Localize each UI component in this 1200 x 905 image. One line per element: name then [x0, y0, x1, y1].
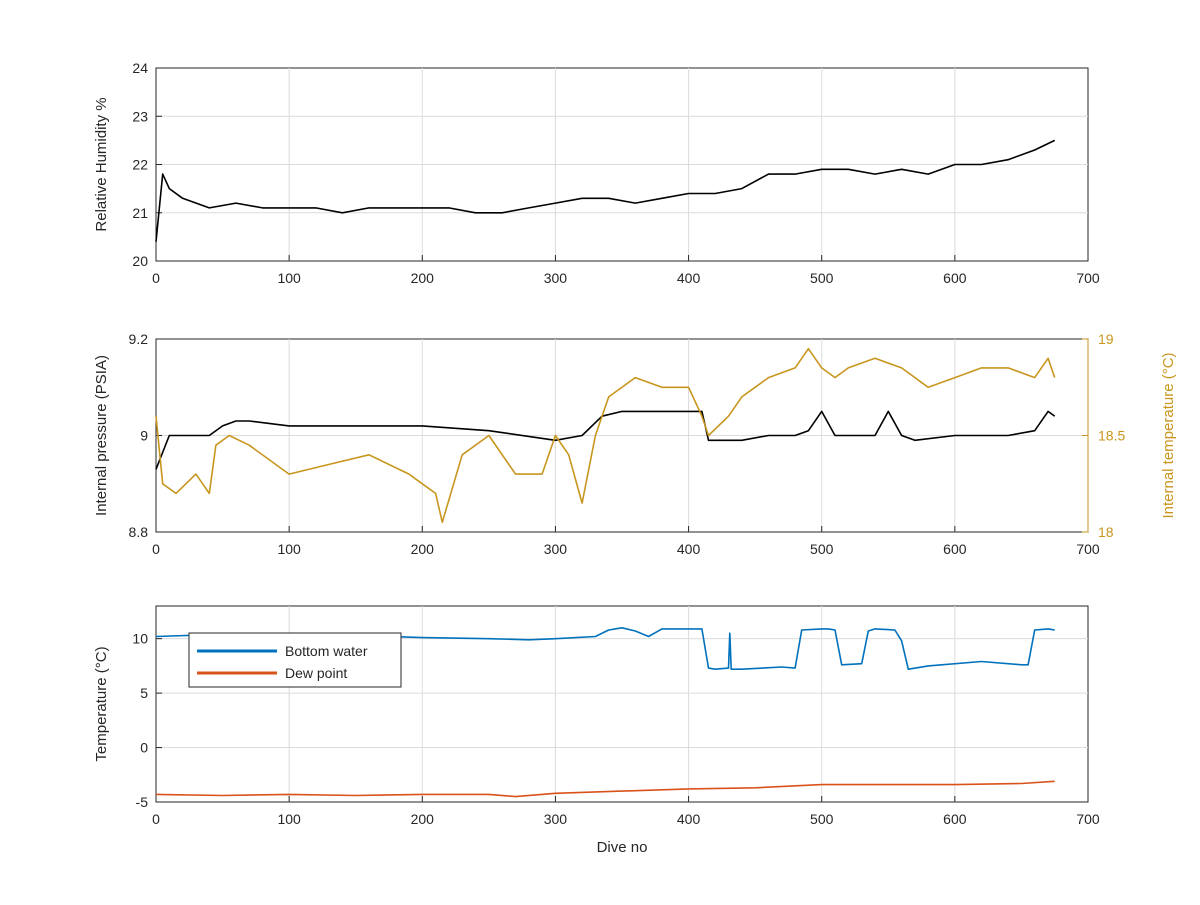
- y-tick-label: 22: [132, 157, 148, 173]
- y2-tick-label: 18.5: [1098, 428, 1125, 444]
- y-axis-label: Internal pressure (PSIA): [93, 355, 110, 516]
- series-line-1: [155, 139, 1056, 242]
- x-tick-label: 0: [152, 811, 160, 827]
- x-tick-label: 700: [1076, 541, 1100, 557]
- x-tick-label: 700: [1076, 811, 1100, 827]
- y-axis-label: Temperature (°C): [93, 646, 110, 761]
- legend: Bottom water Dew point: [188, 632, 402, 688]
- y-tick-label: 0: [140, 740, 148, 756]
- y2-tick-label: 18: [1098, 524, 1114, 540]
- chart-panel-1: 0 100 200 300 400 500 600 700 20 21 22 23 24 Relative…: [93, 60, 1100, 286]
- x-tick-label: 400: [677, 541, 701, 557]
- x-tick-label: 500: [810, 811, 834, 827]
- x-tick-label: 300: [544, 541, 568, 557]
- x-tick-label: 600: [943, 270, 967, 286]
- y-tick-label: 8.8: [129, 524, 149, 540]
- x-tick-label: 600: [943, 541, 967, 557]
- y-tick-label: 20: [132, 253, 148, 269]
- legend-box: [188, 632, 402, 688]
- y-tick-label: 9: [140, 428, 148, 444]
- x-tick-label: 200: [411, 541, 435, 557]
- legend-label: Dew point: [285, 665, 347, 681]
- x-tick-label: 100: [277, 270, 301, 286]
- y-tick-label: 21: [132, 205, 148, 221]
- chart-panel-3: 0 100 200 300 400 500 600 700-50510Temperature …: [93, 605, 1100, 856]
- y-axis-label: Relative Humidity %: [93, 97, 110, 231]
- x-tick-label: 0: [152, 270, 160, 286]
- y-tick-label: 9.2: [129, 331, 149, 347]
- x-tick-label: 200: [411, 270, 435, 286]
- x-tick-label: 700: [1076, 270, 1100, 286]
- x-tick-label: 500: [810, 541, 834, 557]
- y-tick-label: 5: [140, 685, 148, 701]
- x-tick-label: 600: [943, 811, 967, 827]
- chart-panel-2: 0 100 200 300 400 500 600 700 8.8 9 9.2 18 18.5 19 Int…: [93, 331, 1177, 557]
- y-tick-label: 23: [132, 108, 148, 124]
- x-tick-label: 200: [411, 811, 435, 827]
- series-line-2: [155, 347, 1056, 524]
- x-tick-label: 300: [544, 270, 568, 286]
- series-line-dew-point: [155, 780, 1055, 798]
- x-axis-label: Dive no: [597, 839, 648, 856]
- x-tick-label: 0: [152, 541, 160, 557]
- x-tick-label: 500: [810, 270, 834, 286]
- legend-label: Bottom water: [285, 643, 368, 659]
- y2-axis-label: Internal temperature (°C): [1160, 352, 1177, 518]
- x-tick-label: 400: [677, 270, 701, 286]
- x-tick-label: 300: [544, 811, 568, 827]
- series-line-bottom-water: [155, 626, 1055, 671]
- y2-tick-label: 19: [1098, 331, 1114, 347]
- x-tick-label: 100: [277, 811, 301, 827]
- y-tick-label: 10: [132, 631, 148, 647]
- series-line-1: [155, 410, 1056, 470]
- x-tick-label: 400: [677, 811, 701, 827]
- y-tick-label: 24: [132, 60, 148, 76]
- x-tick-label: 100: [277, 541, 301, 557]
- y-tick-label: -5: [136, 794, 149, 810]
